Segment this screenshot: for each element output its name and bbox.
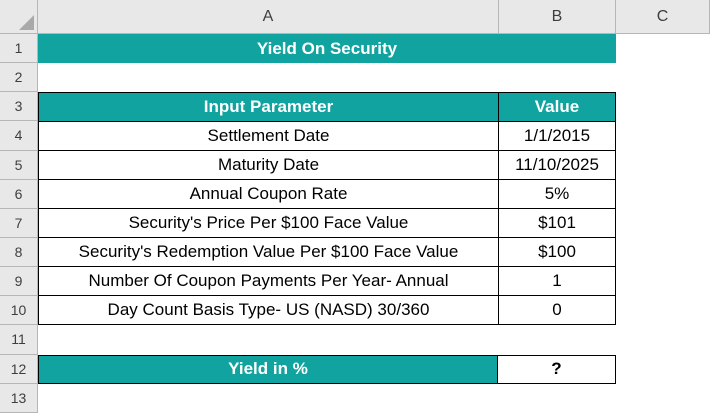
- row-header-9[interactable]: 9: [0, 267, 38, 297]
- param-cell-settlement-date[interactable]: Settlement Date: [39, 122, 499, 152]
- value-cell-settlement-date[interactable]: 1/1/2015: [499, 122, 616, 152]
- row-header-11[interactable]: 11: [0, 325, 38, 355]
- title-banner-cell[interactable]: Yield On Security: [38, 34, 616, 64]
- row-header-2[interactable]: 2: [0, 63, 38, 93]
- input-parameter-header-cell[interactable]: Input Parameter: [39, 93, 499, 123]
- value-cell-redemption-value[interactable]: $100: [499, 238, 616, 268]
- row-header-10[interactable]: 10: [0, 296, 38, 326]
- row-header-5[interactable]: 5: [0, 150, 38, 180]
- value-header-cell[interactable]: Value: [499, 93, 616, 123]
- yield-result-cell[interactable]: ?: [551, 359, 562, 379]
- result-row: Yield in % ?: [38, 354, 616, 384]
- row-header-4[interactable]: 4: [0, 121, 38, 151]
- column-header-a[interactable]: A: [38, 0, 499, 34]
- param-cell-price[interactable]: Security's Price Per $100 Face Value: [39, 209, 499, 239]
- row-header-6[interactable]: 6: [0, 179, 38, 209]
- param-cell-day-count-basis[interactable]: Day Count Basis Type- US (NASD) 30/360: [39, 296, 499, 326]
- value-cell-coupon-payments[interactable]: 1: [499, 267, 616, 297]
- param-cell-coupon-rate[interactable]: Annual Coupon Rate: [39, 180, 499, 210]
- row-header-1[interactable]: 1: [0, 34, 38, 64]
- param-cell-coupon-payments[interactable]: Number Of Coupon Payments Per Year- Annu…: [39, 267, 499, 297]
- row-header-12[interactable]: 12: [0, 354, 38, 384]
- select-all-triangle-icon: [19, 15, 34, 30]
- value-cell-price[interactable]: $101: [499, 209, 616, 239]
- input-table: Input Parameter Value Settlement Date 1/…: [38, 92, 616, 326]
- select-all-corner[interactable]: [0, 0, 38, 34]
- row-header-3[interactable]: 3: [0, 92, 38, 122]
- row-header-7[interactable]: 7: [0, 208, 38, 238]
- value-cell-day-count-basis[interactable]: 0: [499, 296, 616, 326]
- value-cell-coupon-rate[interactable]: 5%: [499, 180, 616, 210]
- column-header-c[interactable]: C: [616, 0, 710, 34]
- value-cell-maturity-date[interactable]: 11/10/2025: [499, 151, 616, 181]
- row-header-8[interactable]: 8: [0, 237, 38, 268]
- param-cell-maturity-date[interactable]: Maturity Date: [39, 151, 499, 181]
- param-cell-redemption-value[interactable]: Security's Redemption Value Per $100 Fac…: [39, 238, 499, 268]
- yield-label-cell[interactable]: Yield in %: [39, 355, 498, 383]
- column-header-b[interactable]: B: [499, 0, 616, 34]
- row-header-13[interactable]: 13: [0, 383, 38, 413]
